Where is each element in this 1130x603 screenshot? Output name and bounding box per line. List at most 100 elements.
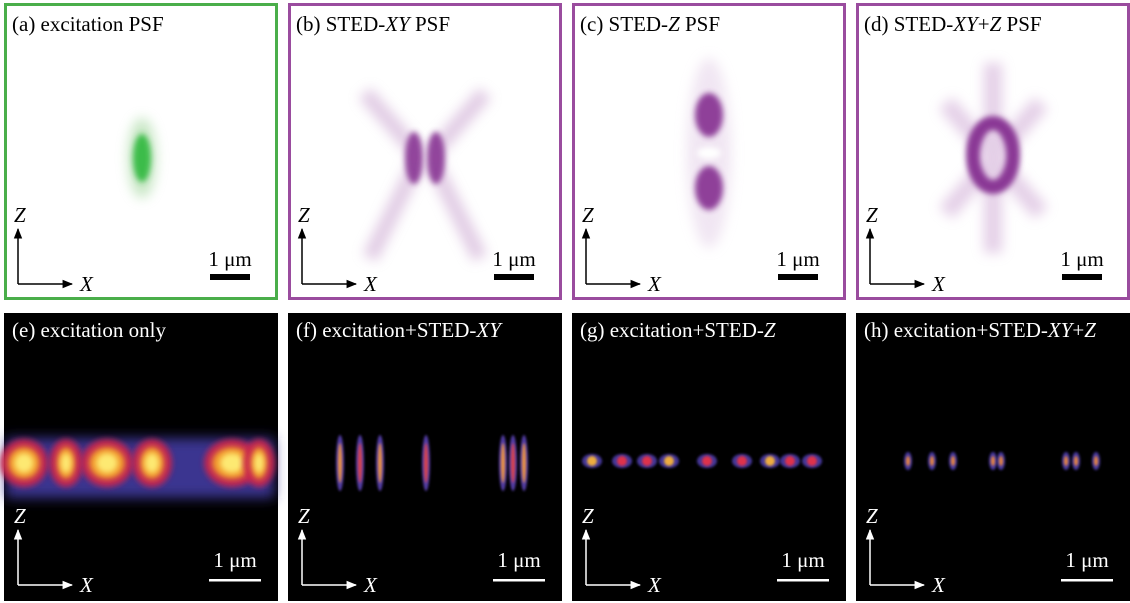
x-label: X [363,573,378,597]
blob [785,456,795,466]
blob [1064,456,1068,466]
panel: (a) excitation PSF Z X 1 μm [4,3,278,300]
blob [254,453,264,473]
panel-label: (g) excitation+STED-Z [580,318,776,342]
scale-label: 1 μm [1065,548,1108,572]
label-part: (d) STED- [864,12,953,36]
blob [511,443,515,483]
blob [1074,456,1078,466]
x-label: X [931,272,946,296]
scale-label: 1 μm [497,548,540,572]
blob [642,456,652,466]
label-part: (a) excitation PSF [12,12,164,36]
label-part: XY [1047,318,1075,342]
panel-label: (d) STED-XY+Z PSF [864,12,1042,36]
z-label: Z [582,203,594,227]
panel-label: (h) excitation+STED-XY+Z [864,318,1096,342]
scale-bar [1061,579,1113,582]
blob [617,456,627,466]
z-label: Z [582,504,594,528]
blob [338,443,342,483]
label-part: XY [475,318,503,342]
label-part: (c) STED- [580,12,668,36]
label-part: XY [384,12,412,36]
blob [378,443,382,483]
blob [14,453,34,473]
label-part: (f) excitation+STED- [296,318,476,342]
blob [991,456,995,466]
blob [951,456,955,466]
z-label: Z [14,504,26,528]
label-part: (e) excitation only [12,318,166,342]
blob [60,453,72,473]
label-part: Z [1084,318,1096,342]
blob [501,443,505,483]
blob [765,456,775,466]
blob [695,166,723,210]
scale-label: 1 μm [776,247,819,271]
blob [697,147,721,159]
scale-label: 1 μm [208,247,251,271]
blob [999,456,1003,466]
scale-bar [493,579,545,582]
scale-label: 1 μm [492,247,535,271]
panel: (e) excitation only Z X 1 μm [0,313,278,601]
label-part: (h) excitation+STED- [864,318,1048,342]
blob [144,453,160,473]
x-label: X [647,272,662,296]
blob [96,453,118,473]
blob [695,93,723,137]
scale-bar [778,274,818,280]
label-part: Z [764,318,776,342]
label-part: PSF [410,12,450,36]
blob [664,456,674,466]
label-part: (b) STED- [296,12,385,36]
ring [966,116,1020,194]
x-label: X [931,573,946,597]
blob [702,456,712,466]
z-label: Z [866,504,878,528]
z-label: Z [298,203,310,227]
scale-label: 1 μm [213,548,256,572]
scale-bar [777,579,829,582]
z-label: Z [866,203,878,227]
blob [358,443,362,483]
scale-label: 1 μm [1060,247,1103,271]
label-part: (g) excitation+STED- [580,318,764,342]
label-part: + [978,12,990,36]
scale-bar [494,274,534,280]
x-label: X [79,272,94,296]
panel-label: (c) STED-Z PSF [580,12,720,36]
label-part: XY [952,12,980,36]
blob [807,456,817,466]
scale-label: 1 μm [781,548,824,572]
blob [906,456,910,466]
panel-label: (a) excitation PSF [12,12,164,36]
label-part: Z [668,12,680,36]
panel: (b) STED-XY PSF Z X 1 μm [288,3,562,300]
z-label: Z [14,203,26,227]
arm [939,63,1048,253]
panel-label: (e) excitation only [12,318,166,342]
x-label: X [79,573,94,597]
blob [737,456,747,466]
x-label: X [647,573,662,597]
x-label: X [363,272,378,296]
panel-frame [288,3,562,300]
scale-bar [1062,274,1102,280]
blob [424,443,428,483]
panel-label: (f) excitation+STED-XY [296,318,503,342]
label-part: Z [990,12,1002,36]
blob [405,132,423,184]
panel-label: (b) STED-XY PSF [296,12,450,36]
z-label: Z [298,504,310,528]
blob [427,132,445,184]
blob [133,134,151,182]
scale-bar [209,579,261,582]
label-part: PSF [1001,12,1041,36]
